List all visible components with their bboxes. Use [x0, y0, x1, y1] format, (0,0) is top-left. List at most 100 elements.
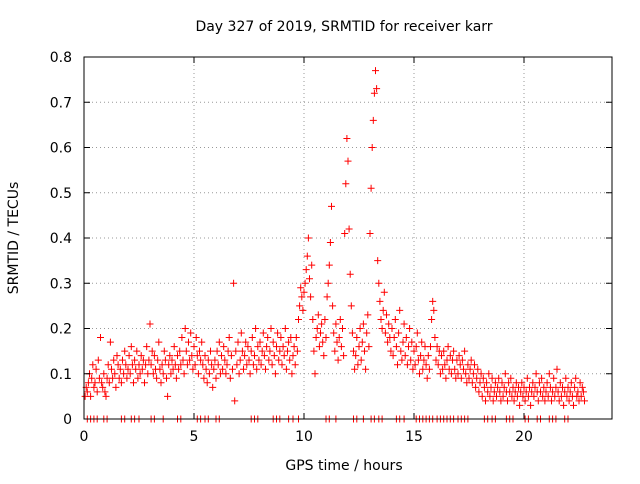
data-point [279, 343, 287, 351]
data-point [326, 239, 334, 247]
data-point [210, 365, 218, 373]
data-point [460, 365, 467, 373]
data-point [313, 325, 321, 332]
data-point [337, 343, 345, 351]
data-point [491, 379, 499, 387]
data-point [405, 343, 412, 351]
data-point [483, 379, 491, 387]
data-point [190, 343, 198, 351]
data-point [456, 361, 464, 369]
data-point [123, 374, 131, 382]
data-point [197, 356, 205, 364]
data-point [397, 347, 405, 355]
data-point [194, 370, 202, 378]
data-point [358, 338, 366, 346]
data-point [564, 383, 572, 391]
data-point [354, 361, 362, 369]
data-point [411, 361, 419, 369]
data-point [235, 370, 243, 378]
data-point [368, 144, 376, 151]
data-point [126, 370, 134, 378]
data-point [232, 347, 240, 355]
data-point [207, 347, 214, 355]
data-point [302, 266, 310, 274]
data-point [431, 334, 439, 342]
data-point [309, 315, 317, 323]
data-point [98, 379, 106, 387]
data-point [92, 365, 100, 373]
data-point [350, 347, 357, 355]
data-point [212, 374, 220, 382]
data-point [473, 374, 481, 382]
data-point [163, 374, 170, 382]
data-point [472, 383, 480, 391]
data-point [375, 279, 383, 287]
data-point [220, 343, 228, 351]
data-point [153, 374, 161, 382]
data-point [330, 329, 338, 337]
data-point [276, 347, 284, 355]
data-point [241, 352, 249, 360]
data-point [314, 311, 322, 319]
data-point [147, 361, 155, 369]
data-point [510, 397, 518, 405]
data-point [334, 356, 342, 364]
data-point [455, 352, 463, 360]
data-point [145, 356, 153, 364]
data-point [543, 379, 551, 387]
data-point [225, 334, 233, 342]
data-point [441, 361, 449, 369]
data-point [323, 293, 331, 301]
data-point [221, 356, 229, 364]
data-point [307, 293, 315, 301]
data-point [429, 297, 437, 305]
data-point [258, 347, 266, 355]
data-point [219, 365, 227, 373]
data-point [320, 352, 328, 360]
data-point [159, 370, 167, 378]
data-point [496, 388, 504, 396]
data-point [412, 343, 420, 351]
data-point [255, 356, 263, 364]
data-point [292, 334, 300, 342]
data-point [231, 397, 239, 405]
data-point [322, 334, 330, 342]
data-point [290, 343, 298, 351]
data-point [265, 356, 273, 364]
data-point [343, 134, 351, 142]
data-point [395, 329, 403, 337]
data-point [108, 365, 115, 373]
data-point [275, 356, 283, 364]
data-point [84, 379, 92, 387]
data-point [478, 392, 486, 400]
data-point [165, 361, 173, 369]
data-point [390, 334, 398, 342]
data-point [325, 261, 333, 269]
data-point [344, 157, 352, 165]
data-point [312, 334, 320, 342]
data-point [341, 229, 349, 237]
data-point [406, 325, 414, 332]
data-point [182, 347, 190, 355]
data-point [296, 302, 304, 310]
x-tick-label: 5 [190, 429, 199, 445]
data-point [191, 361, 199, 369]
data-point [133, 347, 141, 355]
x-tick-label: 15 [405, 429, 423, 445]
data-point [157, 379, 165, 387]
data-point [521, 397, 529, 405]
data-point [507, 374, 515, 382]
data-point [200, 374, 208, 382]
data-point [254, 343, 262, 351]
data-point [377, 315, 385, 323]
data-point [89, 361, 97, 369]
data-point [333, 338, 341, 346]
data-point [110, 356, 118, 364]
data-point [83, 388, 91, 396]
data-point [164, 392, 172, 400]
data-point [475, 388, 483, 396]
data-point [376, 297, 384, 305]
data-point [266, 347, 274, 355]
data-point [534, 397, 542, 405]
data-point [356, 325, 364, 332]
